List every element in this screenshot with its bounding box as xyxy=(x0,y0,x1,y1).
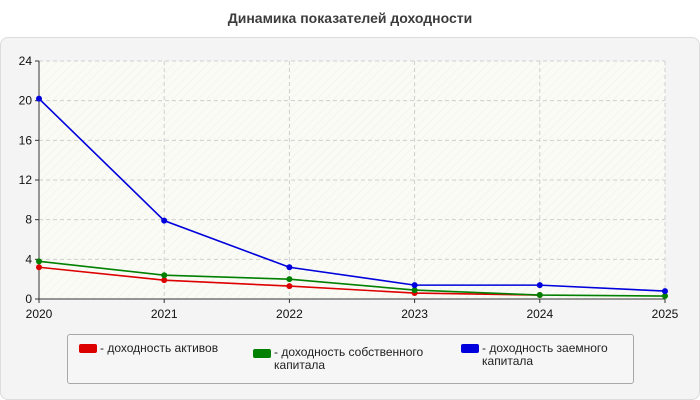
legend-swatch-debt xyxy=(461,344,479,353)
x-tick-label: 2025 xyxy=(652,307,679,321)
series-point-1 xyxy=(36,258,42,265)
y-tick-label: 0 xyxy=(25,292,32,306)
x-tick-label: 2024 xyxy=(526,307,553,321)
x-tick-label: 2021 xyxy=(151,307,178,321)
series-line-2 xyxy=(38,98,666,292)
y-tick-label: 12 xyxy=(19,173,33,187)
legend-swatch-assets xyxy=(79,344,97,353)
series-point-1 xyxy=(286,276,293,283)
series-point-0 xyxy=(286,283,293,290)
series-point-1 xyxy=(662,293,668,300)
series-point-0 xyxy=(36,264,42,271)
legend: - доходность активов - доходность собств… xyxy=(67,334,634,384)
series-point-2 xyxy=(536,282,543,289)
series-point-0 xyxy=(161,277,168,284)
legend-label-debt: - доходность заемного капитала xyxy=(482,341,608,368)
x-tick-label: 2023 xyxy=(401,307,428,321)
series-point-2 xyxy=(161,217,168,224)
y-tick-label: 24 xyxy=(19,54,33,68)
series-line-1 xyxy=(38,260,666,297)
x-tick-label: 2020 xyxy=(26,307,53,321)
y-tick-label: 4 xyxy=(25,252,32,266)
legend-label-equity: - доходность собственного капитала xyxy=(274,345,424,372)
series-point-1 xyxy=(411,287,418,294)
series-point-2 xyxy=(411,282,418,289)
y-tick-label: 20 xyxy=(19,94,33,108)
y-tick-label: 8 xyxy=(25,213,32,227)
series-point-2 xyxy=(36,95,42,102)
series-point-2 xyxy=(662,288,668,295)
legend-swatch-equity xyxy=(253,349,271,358)
series-point-1 xyxy=(536,292,543,299)
series-point-2 xyxy=(286,264,293,271)
y-tick-label: 16 xyxy=(19,133,33,147)
x-tick-label: 2022 xyxy=(276,307,303,321)
series-point-1 xyxy=(161,272,168,279)
chart-title: Динамика показателей доходности xyxy=(227,10,473,26)
legend-label-assets: - доходность активов xyxy=(100,341,219,355)
